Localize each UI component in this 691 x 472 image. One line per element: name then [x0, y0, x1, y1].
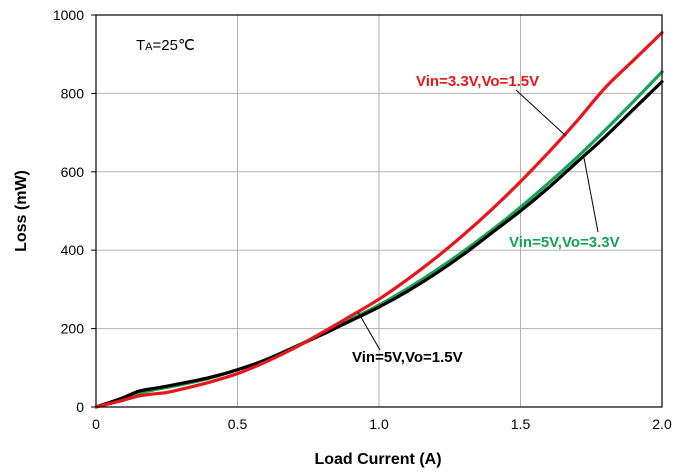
callout-leader-red [515, 89, 567, 137]
series-lines [94, 31, 664, 409]
y-axis-label: Loss (mW) [13, 170, 30, 252]
y-tick-label: 600 [61, 164, 85, 180]
y-tick-label: 1000 [53, 7, 84, 23]
y-tick-label: 800 [61, 85, 85, 101]
x-tick-label: 0.5 [228, 416, 248, 432]
y-tick-label: 0 [76, 399, 84, 415]
series-line-vin-5v-vo-1.5v [94, 80, 664, 409]
series-callouts [357, 89, 599, 351]
tick-labels: 0 0.5 1.0 1.5 2.0 0 200 400 600 800 1000 [53, 7, 672, 432]
series-label-vin5-vo3.3: Vin=5V,Vo=3.3V [509, 234, 620, 251]
y-tick-label: 200 [61, 321, 85, 337]
temperature-annotation: TA=25℃ [136, 37, 195, 54]
x-axis-label: Load Current (A) [314, 451, 441, 468]
x-tick-label: 1.0 [369, 416, 389, 432]
plot-frame [95, 14, 663, 408]
x-tick-label: 1.5 [511, 416, 531, 432]
series-label-vin3.3-vo1.5: Vin=3.3V,Vo=1.5V [416, 73, 539, 90]
series-label-vin5-vo1.5: Vin=5V,Vo=1.5V [352, 349, 463, 366]
callout-leader-green [583, 157, 599, 233]
y-tick-label: 400 [61, 242, 85, 258]
x-tick-label: 2.0 [652, 416, 672, 432]
series-line-vin-3.3v-vo-1.5v [94, 31, 664, 409]
callout-leader-black [357, 311, 381, 351]
x-tick-label: 0 [92, 416, 100, 432]
